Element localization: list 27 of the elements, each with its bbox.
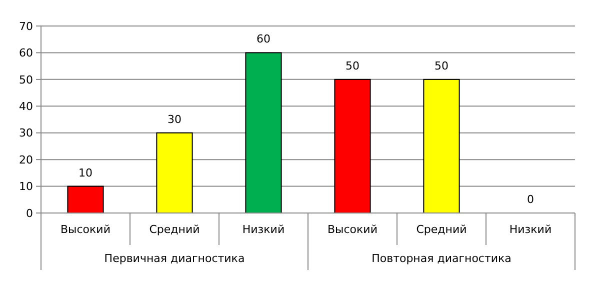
y-tick-label: 60 <box>19 46 33 60</box>
x-tick-label: Высокий <box>60 223 110 236</box>
data-label: 60 <box>256 32 270 46</box>
data-label: 30 <box>168 112 182 126</box>
x-tick-label: Высокий <box>328 223 378 236</box>
bar <box>423 78 460 214</box>
y-tick-label: 40 <box>19 100 33 113</box>
bar <box>245 52 282 214</box>
data-label: 10 <box>78 166 92 180</box>
text: Повторная диагностика <box>372 252 512 265</box>
text: Первичная диагностика <box>104 252 245 265</box>
y-tick-label: 10 <box>19 180 33 194</box>
x-tick-label: Низкий <box>242 223 285 236</box>
y-tick-label: 50 <box>19 73 33 86</box>
x-tick-label: Средний <box>416 223 467 236</box>
x-tick-label: Низкий <box>509 223 552 236</box>
bar <box>334 78 371 214</box>
data-label: 50 <box>346 59 360 72</box>
y-tick-label: 30 <box>19 126 33 140</box>
data-label: 50 <box>434 59 448 72</box>
bar <box>156 132 193 214</box>
y-tick-label: 20 <box>19 153 33 166</box>
y-tick-label: 0 <box>26 206 33 220</box>
x-tick-label: Средний <box>149 223 200 236</box>
bar <box>67 186 104 214</box>
y-tick-label: 70 <box>19 20 33 33</box>
data-label: 0 <box>527 193 534 206</box>
